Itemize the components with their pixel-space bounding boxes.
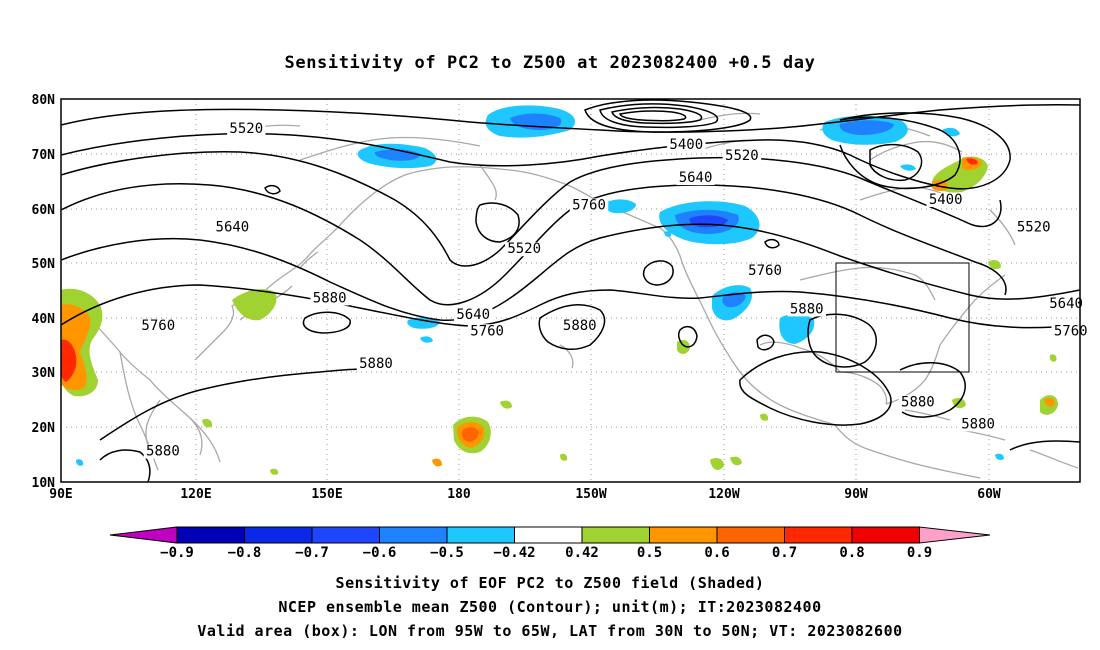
contour-label-bg xyxy=(958,417,998,432)
colorbar-tick-label: 0.9 xyxy=(907,545,932,561)
colorbar-tick-label: −0.8 xyxy=(228,545,262,561)
contour-label: 5640 xyxy=(679,170,713,186)
contour-label: 5880 xyxy=(359,356,393,372)
contour-label: 5760 xyxy=(1054,323,1088,339)
contour-label: 5880 xyxy=(146,444,180,460)
contour-label: 5880 xyxy=(901,394,935,410)
valid-area-box xyxy=(835,262,970,373)
map-frame xyxy=(60,98,1081,483)
lon-labels: 90E 120E 150E 180 150W 120W 90W 60W xyxy=(49,487,1001,502)
contour-label: 5760 xyxy=(141,318,175,334)
contour-label-bg xyxy=(926,192,965,207)
captions: Sensitivity of EOF PC2 to Z500 field (Sh… xyxy=(197,574,902,640)
lat-label: 40N xyxy=(32,312,56,327)
contour-label: 5520 xyxy=(507,241,541,257)
colorbar-segment xyxy=(784,526,853,544)
contour-label-bg xyxy=(1046,296,1086,311)
colorbar-tick-label: 0.42 xyxy=(565,545,599,561)
lon-label: 120W xyxy=(708,487,739,502)
contour-label: 5520 xyxy=(725,148,759,164)
contour-label: 5640 xyxy=(456,307,490,323)
contour-label: 5520 xyxy=(229,121,263,137)
colorbar-tick-label: −0.5 xyxy=(430,545,464,561)
contour-label-bg xyxy=(745,264,785,279)
colorbar-tick-label: −0.6 xyxy=(363,545,397,561)
colorbar-segment xyxy=(514,526,583,544)
colorbar-tick-label: −0.42 xyxy=(493,545,535,561)
contour-label: 5880 xyxy=(313,290,347,306)
contour-label-bg xyxy=(356,357,396,372)
caption-line-3: Valid area (box): LON from 95W to 65W, L… xyxy=(197,622,902,640)
colorbar-segment xyxy=(379,526,448,544)
contour-label-bg xyxy=(454,307,493,322)
lat-label: 70N xyxy=(32,148,56,163)
contour-label: 5760 xyxy=(748,263,782,279)
contour-label-bg xyxy=(1014,220,1053,235)
lat-label: 20N xyxy=(32,421,56,436)
contour-label-bg xyxy=(667,138,706,153)
z500-contours xyxy=(61,99,1080,482)
contour-label-bg xyxy=(504,242,544,257)
contour-label: 5760 xyxy=(572,197,606,213)
colorbar-tick-label: 0.8 xyxy=(839,545,864,561)
lon-label: 90E xyxy=(49,487,72,502)
colorbar-segment xyxy=(581,526,650,544)
colorbar: −0.9 −0.8 −0.7 −0.6 −0.5 −0.42 0.42 0.5 0.6 0.7 0.… xyxy=(109,526,991,561)
contour-label-bg xyxy=(310,291,349,306)
caption-line-1: Sensitivity of EOF PC2 to Z500 field (Sh… xyxy=(336,574,765,592)
colorbar-segment xyxy=(446,526,515,544)
contour-label: 5520 xyxy=(1017,219,1051,235)
colorbar-segment xyxy=(851,526,920,544)
lon-label: 60W xyxy=(977,487,1001,502)
colorbar-segment xyxy=(176,526,245,544)
contour-label-bg xyxy=(569,198,609,213)
lon-label: 180 xyxy=(447,487,471,502)
colorbar-tick-label: −0.7 xyxy=(295,545,329,561)
lat-label: 80N xyxy=(32,93,56,108)
contour-label-bg xyxy=(213,220,252,235)
contour-label-bg xyxy=(722,149,762,164)
lon-label: 150E xyxy=(311,487,342,502)
contour-label-bg xyxy=(560,318,599,333)
contour-label: 5760 xyxy=(470,323,504,339)
colorbar-tick-label: 0.6 xyxy=(704,545,729,561)
contour-label: 5400 xyxy=(669,137,703,153)
map-title: Sensitivity of PC2 to Z500 at 2023082400… xyxy=(285,53,816,73)
colorbar-tick-label: 0.5 xyxy=(637,545,662,561)
contour-label: 5880 xyxy=(563,318,597,334)
caption-line-2: NCEP ensemble mean Z500 (Contour); unit(… xyxy=(278,598,821,616)
contour-label-bg xyxy=(467,324,507,339)
lon-label: 90W xyxy=(844,487,868,502)
contour-label-bg xyxy=(676,171,715,186)
contour-label: 5400 xyxy=(929,192,963,208)
colorbar-under-triangle xyxy=(109,526,178,544)
colorbar-tick-label: 0.7 xyxy=(772,545,797,561)
colorbar-segment xyxy=(649,526,718,544)
colorbar-segment xyxy=(244,526,313,544)
lat-label: 10N xyxy=(32,476,56,491)
contour-label-bg xyxy=(143,444,183,459)
lat-label: 60N xyxy=(32,203,56,218)
lat-labels: 80N 70N 60N 50N 40N 30N 20N 10N xyxy=(32,93,56,491)
contour-label: 5640 xyxy=(1049,296,1083,312)
contour-label: 5880 xyxy=(961,416,995,432)
lon-label: 150W xyxy=(575,487,606,502)
colorbar-over-triangle xyxy=(919,526,991,544)
lat-label: 30N xyxy=(32,366,56,381)
contour-label-bg xyxy=(898,395,938,410)
colorbar-segment xyxy=(311,526,380,544)
contour-label-bg xyxy=(227,121,266,136)
contour-label-bg xyxy=(787,302,826,317)
contour-labels: 5520540055205640576056405520540055205760… xyxy=(139,121,1090,460)
contour-label-bg xyxy=(139,318,178,333)
contour-label: 5640 xyxy=(216,219,250,235)
contour-label: 5880 xyxy=(790,301,824,317)
colorbar-tick-label: −0.9 xyxy=(160,545,194,561)
map-panel: 5520540055205640576056405520540055205760… xyxy=(32,93,1090,502)
colorbar-segment xyxy=(716,526,785,544)
lat-label: 50N xyxy=(32,257,56,272)
lon-label: 120E xyxy=(180,487,211,502)
